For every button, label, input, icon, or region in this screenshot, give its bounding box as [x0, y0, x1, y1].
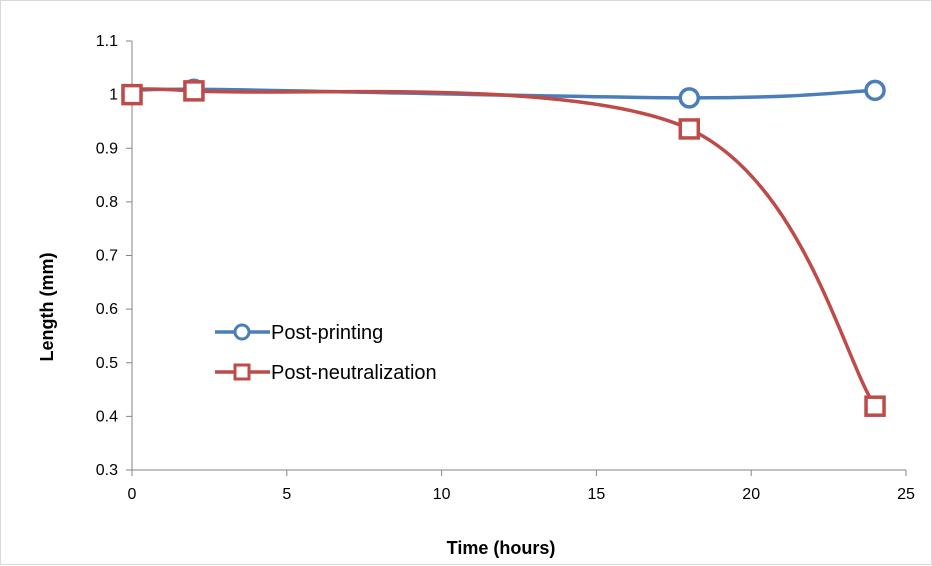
- legend-marker-square: [233, 363, 251, 381]
- y-tick-label: 0.6: [96, 301, 118, 318]
- x-axis-title: Time (hours): [447, 538, 556, 558]
- y-tick-label: 0.7: [96, 248, 118, 265]
- x-tick-label: 0: [128, 486, 137, 503]
- y-tick-label: 1: [109, 87, 118, 104]
- data-point-post-neutralization: [121, 83, 143, 106]
- axes: 0.3 0.4 0.5 0.6 0.7 0.8 0.9 1 1.1 0 5 10 15 20 25: [96, 33, 915, 503]
- series-post-neutralization: [121, 80, 886, 417]
- x-tick-label: 20: [742, 486, 760, 503]
- legend-label: Post-printing: [271, 322, 383, 344]
- legend-label: Post-neutralization: [271, 362, 437, 384]
- series-layer: [121, 78, 886, 417]
- data-point-post-neutralization: [183, 80, 205, 102]
- y-tick-label: 0.9: [96, 140, 118, 157]
- legend-item-post-neutralization: Post-neutralization: [215, 362, 437, 384]
- y-tick-label: 0.4: [96, 408, 118, 425]
- x-tick-label: 25: [897, 486, 915, 503]
- data-point-post-printing: [678, 87, 701, 109]
- y-tick-label: 0.8: [96, 194, 118, 211]
- legend-item-post-printing: Post-printing: [215, 322, 383, 344]
- legend-marker-circle: [233, 323, 251, 341]
- y-axis-title: Length (mm): [37, 253, 57, 362]
- data-point-post-printing: [864, 79, 886, 102]
- y-tick-label: 0.3: [96, 462, 118, 479]
- data-point-post-neutralization: [678, 118, 701, 140]
- y-tick-label: 0.5: [96, 355, 118, 372]
- legend: Post-printing Post-neutralization: [215, 322, 437, 384]
- series-line-post-neutralization: [129, 87, 877, 408]
- x-tick-label: 15: [588, 486, 606, 503]
- data-point-post-neutralization: [864, 395, 886, 417]
- x-tick-label: 5: [282, 486, 291, 503]
- x-tick-label: 10: [433, 486, 451, 503]
- y-tick-label: 1.1: [96, 33, 118, 50]
